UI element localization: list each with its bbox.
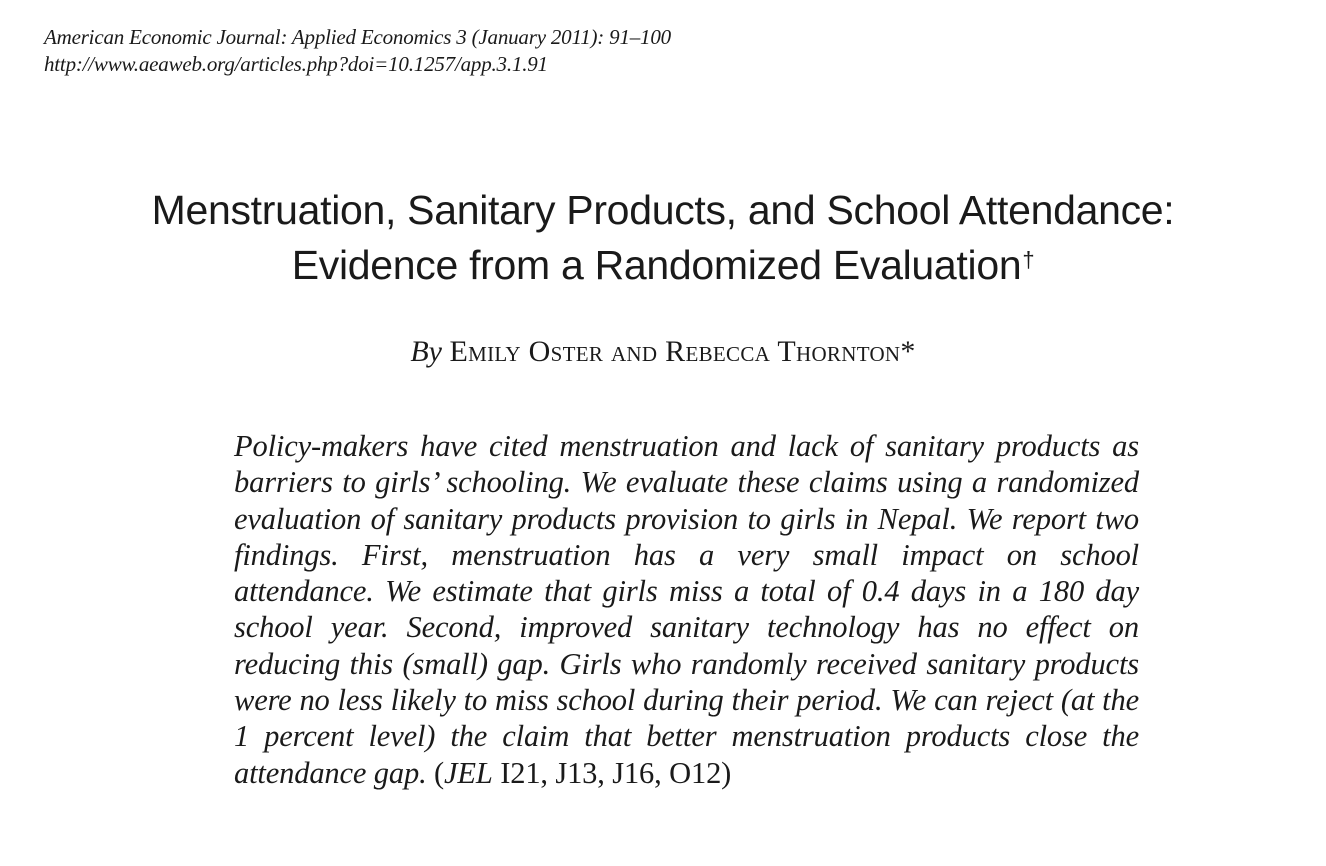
- title-line-2-text: Evidence from a Randomized Evaluation: [291, 242, 1022, 288]
- journal-masthead: American Economic Journal: Applied Econo…: [44, 24, 671, 78]
- title-line-2: Evidence from a Randomized Evaluation†: [0, 238, 1326, 293]
- author-names: Emily Oster and Rebecca Thornton*: [449, 335, 916, 368]
- doi-link[interactable]: http://www.aeaweb.org/articles.php?doi=1…: [44, 52, 548, 76]
- paper-title: Menstruation, Sanitary Products, and Sch…: [0, 183, 1326, 293]
- title-line-1: Menstruation, Sanitary Products, and Sch…: [151, 187, 1175, 233]
- author-byline: By Emily Oster and Rebecca Thornton*: [0, 332, 1326, 372]
- abstract-text: Policy-makers have cited menstruation an…: [234, 429, 1139, 790]
- jel-open-paren: (: [426, 755, 445, 790]
- jel-label: JEL: [444, 755, 493, 790]
- jel-codes: I21, J13, J16, O12): [492, 755, 732, 790]
- title-footnote-mark: †: [1022, 247, 1035, 272]
- journal-citation: American Economic Journal: Applied Econo…: [44, 25, 671, 49]
- abstract: Policy-makers have cited menstruation an…: [234, 428, 1139, 791]
- byline-by: By: [410, 335, 442, 368]
